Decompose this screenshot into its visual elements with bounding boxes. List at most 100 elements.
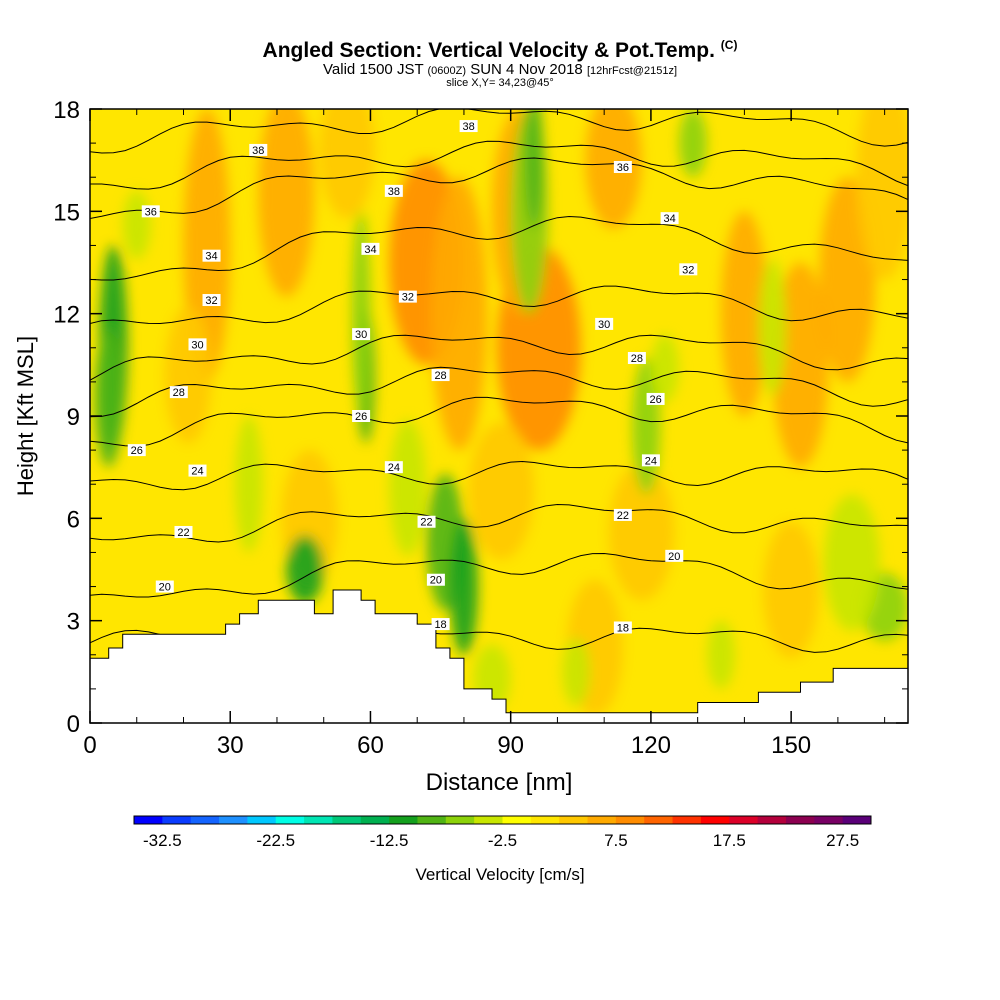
colorbar-tick-label: 17.5	[713, 831, 746, 850]
colorbar-swatch	[814, 816, 844, 824]
theta-contour-26	[90, 396, 908, 447]
contour-label: 32	[398, 290, 417, 304]
svg-text:26: 26	[355, 411, 367, 423]
contour-label: 18	[613, 621, 632, 634]
svg-text:22: 22	[177, 527, 189, 539]
contour-label: 26	[352, 410, 371, 423]
velocity-cell	[856, 109, 908, 280]
svg-text:28: 28	[631, 353, 643, 365]
colorbar-swatch	[275, 816, 305, 824]
colorbar-swatch	[842, 816, 872, 824]
y-tick-label: 3	[67, 609, 80, 636]
y-tick-label: 9	[67, 404, 80, 431]
velocity-cell	[122, 190, 151, 260]
contour-label: 36	[141, 205, 160, 218]
velocity-cell	[772, 262, 829, 468]
vertical-velocity-field	[94, 109, 908, 717]
theta-contour-36	[90, 140, 908, 190]
svg-text:36: 36	[145, 206, 157, 218]
colorbar-swatch	[757, 816, 787, 824]
contour-label: 34	[361, 242, 380, 256]
contour-label: 30	[595, 317, 614, 331]
svg-text:22: 22	[420, 517, 432, 529]
svg-text:38: 38	[388, 186, 400, 198]
velocity-cell	[319, 109, 376, 219]
terrain	[90, 589, 908, 723]
y-tick-label: 18	[53, 97, 80, 124]
velocity-cell	[707, 620, 736, 689]
svg-text:34: 34	[663, 213, 675, 225]
colorbar-swatch	[644, 816, 674, 824]
colorbar-swatch	[700, 816, 730, 824]
svg-text:18: 18	[434, 619, 446, 631]
svg-text:24: 24	[645, 455, 657, 467]
contour-label: 34	[202, 249, 221, 263]
colorbar-swatch	[587, 816, 617, 824]
y-tick-label: 12	[53, 302, 80, 329]
theta-contour-28	[90, 366, 908, 418]
velocity-cell	[721, 211, 768, 416]
contour-label: 20	[426, 573, 445, 587]
velocity-cell	[608, 463, 675, 601]
svg-text:28: 28	[173, 387, 185, 399]
chart-title: Angled Section: Vertical Velocity & Pot.…	[262, 38, 738, 62]
x-tick-label: 0	[83, 732, 96, 759]
contour-label: 30	[352, 328, 371, 341]
svg-text:26: 26	[649, 394, 661, 406]
velocity-cell	[449, 518, 478, 655]
theta-contour-36	[90, 157, 908, 219]
svg-text:34: 34	[205, 251, 217, 263]
colorbar-swatch	[304, 816, 333, 824]
contour-label: 26	[646, 392, 665, 406]
velocity-cell	[562, 637, 591, 706]
colorbar-swatch	[417, 816, 447, 824]
velocity-cell	[94, 330, 123, 468]
contour-label: 26	[127, 444, 146, 457]
theta-contour-24	[90, 460, 908, 491]
colorbar-swatch	[785, 816, 815, 824]
colorbar-swatch	[360, 816, 390, 824]
contour-label: 18	[431, 618, 450, 631]
colorbar-swatch	[615, 816, 645, 824]
theta-contour-34	[90, 215, 908, 281]
svg-text:20: 20	[668, 551, 680, 563]
contour-label: 38	[459, 120, 478, 133]
plot-area: 38 38 38 36 36 34 34 34 32 32 32 30 30 30 28 28 28 26 26 26…	[90, 109, 908, 723]
contour-label: 30	[188, 338, 207, 351]
valid-time-line: Valid 1500 JST (0600Z) SUN 4 Nov 2018 [1…	[323, 61, 677, 78]
colorbar-swatch	[445, 816, 475, 824]
colorbar-swatch	[332, 816, 362, 824]
contour-label: 38	[384, 184, 403, 198]
svg-text:18: 18	[617, 622, 629, 634]
contour-label: 20	[155, 580, 174, 594]
contour-label: 32	[202, 294, 221, 307]
colorbar-tick-label: 7.5	[604, 831, 628, 850]
svg-text:38: 38	[462, 121, 474, 133]
theta-contours	[90, 109, 908, 653]
velocity-cell	[650, 334, 679, 403]
contour-label: 34	[660, 212, 679, 225]
y-axis-label: Height [Kft MSL]	[13, 336, 38, 496]
theta-contour-32	[90, 285, 908, 325]
contour-label: 20	[665, 549, 684, 563]
svg-text:22: 22	[617, 510, 629, 522]
y-tick-label: 6	[67, 506, 80, 533]
contour-label: 24	[188, 464, 207, 478]
theta-contour-22	[90, 503, 908, 543]
x-axis-label: Distance [nm]	[426, 769, 573, 796]
svg-text:20: 20	[159, 582, 171, 594]
colorbar-tick-label: 27.5	[826, 831, 859, 850]
contour-label: 24	[641, 454, 660, 467]
svg-text:30: 30	[355, 329, 367, 341]
colorbar-swatch	[389, 816, 418, 824]
colorbar-swatch	[559, 816, 589, 824]
x-tick-label: 60	[357, 732, 384, 759]
theta-contour-30	[90, 334, 908, 381]
velocity-cell	[234, 416, 263, 553]
colorbar-tick-label: -2.5	[488, 831, 517, 850]
theta-contour-38	[90, 109, 908, 154]
velocity-cell	[468, 422, 535, 560]
colorbar-swatch	[474, 816, 503, 824]
contour-label: 22	[417, 515, 436, 529]
velocity-cell	[258, 109, 315, 297]
